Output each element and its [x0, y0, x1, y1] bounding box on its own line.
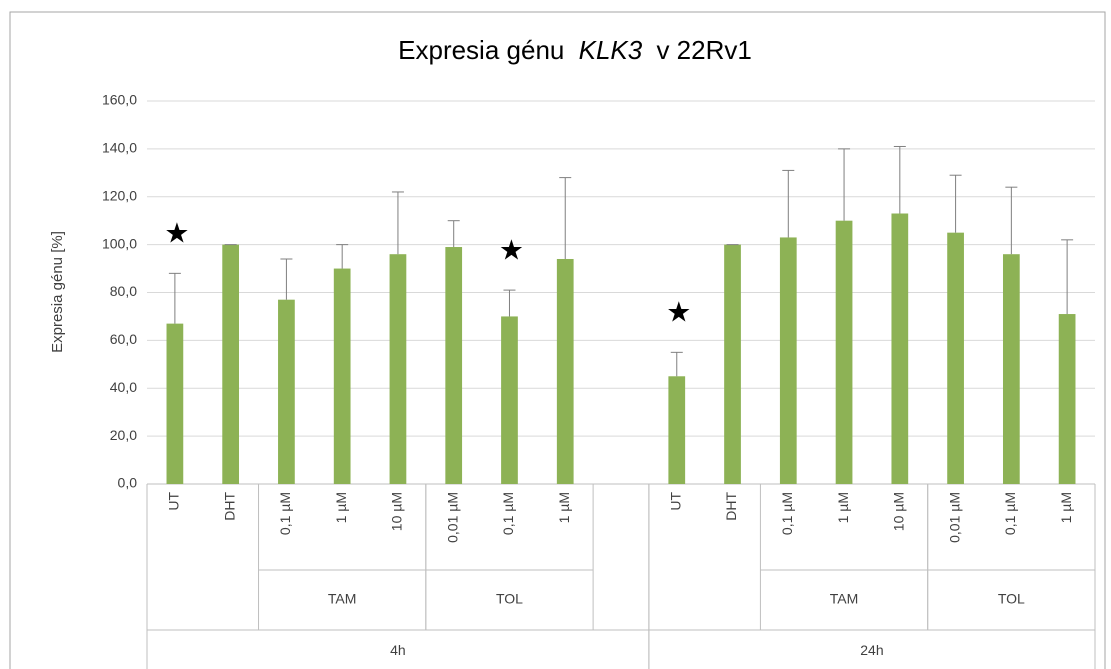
x-tick-label: 10 µM [389, 492, 405, 531]
bar [668, 376, 686, 484]
bar [947, 232, 964, 484]
y-axis-label: Expresia génu [%] [49, 231, 66, 353]
bar [222, 244, 240, 484]
y-tick-label: 120,0 [102, 187, 137, 203]
x-tick-label: 0,1 µM [1002, 492, 1018, 535]
x-tick-label: 0,1 µM [500, 492, 516, 535]
bar [724, 244, 741, 484]
x-tick-label: 0,01 µM [946, 492, 962, 543]
y-tick-label: 20,0 [110, 427, 137, 443]
top-group-label: 24h [860, 642, 883, 658]
x-tick-label: DHT [221, 492, 237, 521]
group-label: TOL [998, 591, 1025, 607]
bar [333, 268, 351, 484]
y-tick-label: 0,0 [118, 475, 138, 491]
x-tick-label: 1 µM [1058, 492, 1074, 523]
significance-marker: ★ [499, 234, 524, 265]
significance-marker: ★ [666, 297, 691, 328]
title-part: KLK3 [579, 35, 643, 65]
bar [891, 213, 909, 484]
significance-marker: ★ [164, 218, 189, 249]
y-tick-label: 140,0 [102, 140, 137, 156]
bar [556, 258, 574, 484]
top-group-label: 4h [390, 642, 406, 658]
x-tick-label: 1 µM [835, 492, 851, 523]
chart-title: Expresia génu KLK3 v 22Rv1 [398, 35, 752, 65]
bar [445, 247, 463, 484]
y-tick-label: 60,0 [110, 331, 137, 347]
group-label: TAM [328, 591, 357, 607]
x-tick-label: UT [166, 492, 182, 511]
x-tick-label: UT [667, 492, 683, 511]
y-tick-label: 160,0 [102, 92, 137, 108]
bar [501, 316, 518, 484]
x-tick-label: DHT [723, 492, 739, 521]
x-tick-label: 1 µM [556, 492, 572, 523]
title-part: Expresia génu [398, 35, 564, 65]
x-tick-label: 0,01 µM [444, 492, 460, 543]
title-part: v 22Rv1 [656, 35, 751, 65]
x-tick-label: 1 µM [333, 492, 349, 523]
bar [278, 299, 295, 484]
x-tick-label: 10 µM [891, 492, 907, 531]
bar [1058, 314, 1076, 484]
bar [835, 220, 853, 484]
group-label: TAM [830, 591, 859, 607]
bar [779, 237, 797, 484]
y-tick-label: 100,0 [102, 235, 137, 251]
bar [389, 254, 407, 484]
bar [1002, 254, 1020, 484]
x-tick-label: 0,1 µM [779, 492, 795, 535]
x-tick-label: 0,1 µM [277, 492, 293, 535]
group-label: TOL [496, 591, 523, 607]
bar [166, 323, 184, 484]
chart-frame [9, 11, 1106, 669]
y-tick-label: 80,0 [110, 283, 137, 299]
y-tick-label: 40,0 [110, 379, 137, 395]
